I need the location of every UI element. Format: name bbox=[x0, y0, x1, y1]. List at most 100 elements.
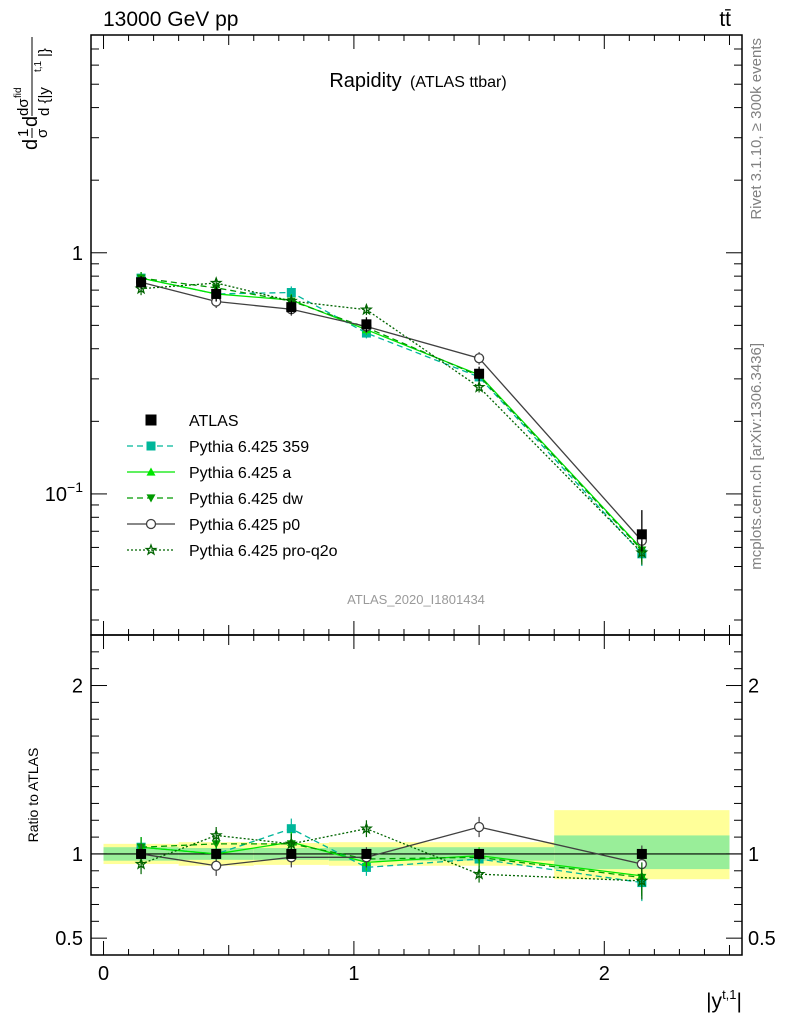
atlas-data-point bbox=[136, 277, 147, 288]
series-pythia-6-425-p0 bbox=[135, 276, 647, 883]
data-point-main bbox=[473, 353, 485, 364]
legend-marker bbox=[145, 518, 157, 530]
header-right: tt̄ bbox=[719, 8, 731, 31]
data-point-ratio bbox=[209, 828, 223, 841]
y-axis-label-den-close: |} bbox=[36, 48, 53, 57]
series-pythia-6-425-359 bbox=[136, 271, 647, 902]
watermark: ATLAS_2020_I1801434 bbox=[347, 592, 485, 607]
data-point-ratio bbox=[284, 836, 298, 850]
legend-marker bbox=[144, 543, 158, 556]
y-axis-label-frac1: 1 bbox=[15, 129, 32, 137]
legend-label: Pythia 6.425 359 bbox=[189, 439, 309, 456]
ratio-y-tick-label-right: 0.5 bbox=[748, 928, 776, 950]
atlas-data-point bbox=[286, 302, 297, 313]
data-point-main bbox=[209, 276, 223, 289]
chart-title-main: Rapidity bbox=[329, 70, 401, 92]
y-axis-label-den: d {|y bbox=[36, 87, 53, 116]
atlas-data-point bbox=[361, 319, 372, 330]
series-pythia-6-425-a bbox=[136, 271, 647, 895]
data-point-ratio bbox=[286, 824, 296, 834]
series-pythia-6-425-pro-q2o bbox=[134, 276, 649, 900]
data-point-ratio bbox=[472, 867, 486, 880]
atlas-ratio-point bbox=[361, 848, 372, 859]
y-axis-label-d1: d bbox=[20, 139, 42, 150]
ratio-y-tick-label-right: 1 bbox=[748, 844, 759, 866]
atlas-ratio-point bbox=[636, 848, 647, 859]
y-axis-label-sigma: σ bbox=[34, 128, 51, 138]
atlas-data-point bbox=[211, 288, 222, 299]
chart-labels: 13000 GeV pp tt̄ Rapidity (ATLAS ttbar) … bbox=[13, 8, 765, 1013]
atlas-ratio-point bbox=[286, 848, 297, 859]
data-point-main bbox=[359, 302, 373, 316]
legend-label: Pythia 6.425 dw bbox=[189, 491, 303, 508]
chart-marks bbox=[134, 271, 649, 902]
legend-entry: Pythia 6.425 dw bbox=[127, 491, 303, 508]
atlas-ratio-point bbox=[136, 848, 147, 859]
legend-marker bbox=[146, 441, 156, 451]
atlas-ratio-point bbox=[211, 848, 222, 859]
data-point-main bbox=[472, 380, 486, 393]
atlas-data-point bbox=[636, 529, 647, 540]
data-point-main bbox=[286, 288, 296, 298]
chart-title: Rapidity (ATLAS ttbar) bbox=[329, 70, 506, 92]
side-label-top: Rivet 3.1.10, ≥ 300k events bbox=[748, 38, 765, 220]
ratio-y-tick-label-left: 1 bbox=[72, 844, 83, 866]
y-axis-label: d 1 σ d dσ fid d {|y t,1 |} bbox=[13, 37, 53, 150]
series-line-main bbox=[140, 281, 643, 542]
y-axis-label-d2: d bbox=[20, 116, 42, 127]
y-axis-label-den-sup: t,1 bbox=[33, 60, 44, 72]
series-atlas bbox=[136, 276, 647, 859]
series-line-main bbox=[140, 277, 643, 551]
x-axis-label: |yt,1| bbox=[706, 987, 742, 1013]
legend-marker bbox=[145, 414, 157, 426]
y-axis-label-num: dσ bbox=[15, 98, 32, 116]
legend-label: Pythia 6.425 p0 bbox=[189, 517, 300, 534]
legend-label: ATLAS bbox=[189, 413, 239, 430]
data-point-ratio bbox=[473, 821, 485, 833]
series-pythia-6-425-dw bbox=[136, 271, 647, 897]
ratio-plot-frame bbox=[90, 634, 743, 956]
side-label-bottom: mcplots.cern.ch [arXiv:1306.3436] bbox=[748, 343, 765, 570]
chart-subtitle: (ATLAS ttbar) bbox=[410, 74, 507, 91]
atlas-data-point bbox=[474, 368, 485, 379]
y-tick-label: 10−1 bbox=[45, 479, 83, 506]
data-point-ratio bbox=[134, 857, 148, 870]
legend-entry: Pythia 6.425 p0 bbox=[127, 517, 300, 534]
legend-entry: Pythia 6.425 a bbox=[127, 465, 291, 482]
axis-ticks: 0 1 2 1 10−1 0.5 0.5 1 1 2 2 bbox=[45, 34, 776, 985]
y-tick-label: 1 bbox=[72, 243, 83, 265]
x-axis-label-close: | bbox=[737, 990, 742, 1013]
data-point-ratio bbox=[211, 860, 222, 871]
ratio-y-tick-label-right: 2 bbox=[748, 676, 759, 698]
series-line-ratio bbox=[140, 826, 642, 867]
y-tick-label-base: 10 bbox=[45, 484, 67, 506]
x-axis-label-main: |y bbox=[706, 990, 722, 1013]
legend-label: Pythia 6.425 pro-q2o bbox=[189, 543, 338, 560]
y-axis-label-fid: fid bbox=[13, 87, 24, 98]
data-point-ratio bbox=[635, 874, 649, 887]
atlas-ratio-point bbox=[474, 848, 485, 859]
header-left: 13000 GeV pp bbox=[103, 8, 238, 31]
legend: ATLAS Pythia 6.425 359 Pythia 6.425 a Pythi… bbox=[127, 413, 338, 560]
x-tick-label: 0 bbox=[98, 963, 109, 985]
data-point-main bbox=[635, 545, 649, 559]
ratio-uncertainty-bands bbox=[91, 810, 742, 880]
data-point-ratio bbox=[211, 840, 221, 849]
legend-entry: ATLAS bbox=[145, 413, 239, 430]
series-line-ratio bbox=[140, 828, 642, 882]
ratio-y-tick-label-left: 0.5 bbox=[55, 928, 83, 950]
x-tick-label: 2 bbox=[599, 963, 610, 985]
y-tick-label-exp: −1 bbox=[67, 479, 83, 495]
data-point-ratio bbox=[359, 821, 373, 835]
legend-marker bbox=[146, 494, 156, 503]
legend-label: Pythia 6.425 a bbox=[189, 465, 291, 482]
legend-marker bbox=[146, 467, 156, 476]
x-tick-label: 1 bbox=[348, 963, 359, 985]
legend-entry: Pythia 6.425 pro-q2o bbox=[127, 543, 338, 560]
series-line-ratio bbox=[141, 843, 642, 879]
legend-entry: Pythia 6.425 359 bbox=[127, 439, 309, 456]
plot-frames bbox=[90, 34, 743, 956]
x-axis-label-sup: t,1 bbox=[722, 987, 736, 1002]
ratio-y-axis-label: Ratio to ATLAS bbox=[25, 748, 41, 843]
